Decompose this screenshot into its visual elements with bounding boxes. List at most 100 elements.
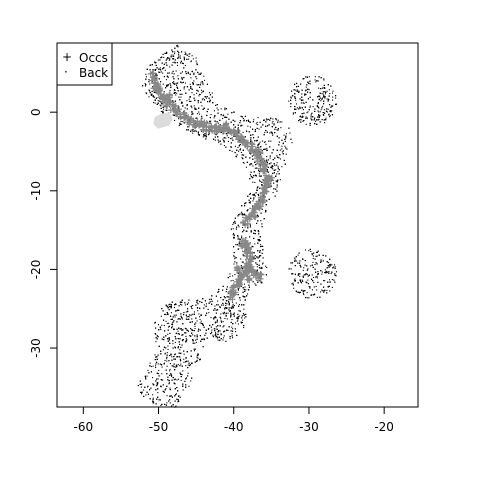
background-point <box>239 122 241 124</box>
background-point <box>232 223 234 225</box>
background-point <box>272 120 274 122</box>
background-point <box>214 115 216 117</box>
background-point <box>172 51 174 53</box>
background-point <box>191 113 193 115</box>
background-point <box>227 132 229 134</box>
background-point <box>314 110 316 112</box>
background-points <box>137 44 337 408</box>
background-point <box>199 307 201 309</box>
background-point <box>238 214 240 216</box>
background-point <box>298 108 300 110</box>
background-point <box>312 261 314 263</box>
background-point <box>268 198 270 200</box>
background-point <box>185 311 187 313</box>
background-point <box>250 171 252 173</box>
background-point <box>246 295 248 297</box>
background-point <box>226 303 228 305</box>
background-point <box>190 105 192 107</box>
background-point <box>146 375 148 377</box>
background-point <box>302 290 304 292</box>
background-point <box>312 266 314 268</box>
background-point <box>150 371 152 373</box>
background-point <box>324 93 326 95</box>
background-point <box>194 335 196 337</box>
background-point <box>327 286 329 288</box>
background-point <box>221 304 223 306</box>
background-point <box>201 92 203 94</box>
background-point <box>203 107 205 109</box>
background-point <box>177 330 179 332</box>
background-point <box>260 151 262 153</box>
background-point <box>225 302 227 304</box>
background-point <box>147 386 149 388</box>
background-point <box>186 339 188 341</box>
background-point <box>158 399 160 401</box>
background-point <box>187 126 189 128</box>
background-point <box>215 317 217 319</box>
background-point <box>148 89 150 91</box>
background-point <box>185 92 187 94</box>
background-point <box>241 261 243 263</box>
background-point <box>296 260 298 262</box>
background-point <box>169 303 171 305</box>
background-point <box>173 356 175 358</box>
background-point <box>216 104 218 106</box>
background-point <box>201 301 203 303</box>
background-point <box>226 307 228 309</box>
background-point <box>196 301 198 303</box>
background-point <box>243 120 245 122</box>
background-point <box>187 360 189 362</box>
background-point <box>253 194 255 196</box>
background-point <box>227 293 229 295</box>
background-point <box>177 333 179 335</box>
background-point <box>169 58 171 60</box>
background-point <box>277 129 279 131</box>
background-point <box>188 316 190 318</box>
background-point <box>188 98 190 100</box>
background-point <box>239 297 241 299</box>
background-point <box>223 296 225 298</box>
background-point <box>166 352 168 354</box>
background-point <box>174 61 176 63</box>
background-point <box>260 175 262 177</box>
background-point <box>254 255 256 257</box>
background-point <box>234 220 236 222</box>
background-point <box>166 305 168 307</box>
background-point <box>258 173 260 175</box>
background-point <box>276 173 278 175</box>
background-point <box>224 297 226 299</box>
background-point <box>335 103 337 105</box>
background-point <box>237 235 239 237</box>
background-point <box>174 304 176 306</box>
background-point <box>189 53 191 55</box>
background-point <box>330 111 332 113</box>
background-point <box>202 90 204 92</box>
background-point <box>309 83 311 85</box>
background-point <box>215 333 217 335</box>
background-point <box>149 69 151 71</box>
background-point <box>234 217 236 219</box>
background-point <box>243 296 245 298</box>
background-point <box>175 94 177 96</box>
background-point <box>294 280 296 282</box>
background-point <box>302 258 304 260</box>
background-point <box>154 61 156 63</box>
background-point <box>159 363 161 365</box>
background-point <box>259 121 261 123</box>
background-point <box>183 57 185 59</box>
background-point <box>258 128 260 130</box>
background-point <box>230 314 232 316</box>
background-point <box>296 82 298 84</box>
background-point <box>228 300 230 302</box>
background-point <box>277 128 279 130</box>
background-point <box>301 289 303 291</box>
background-point <box>250 143 252 145</box>
background-point <box>184 53 186 55</box>
background-point <box>193 330 195 332</box>
background-point <box>269 186 271 188</box>
background-point <box>305 116 307 118</box>
background-point <box>202 298 204 300</box>
background-point <box>331 105 333 107</box>
background-point <box>154 333 156 335</box>
background-point <box>175 70 177 72</box>
